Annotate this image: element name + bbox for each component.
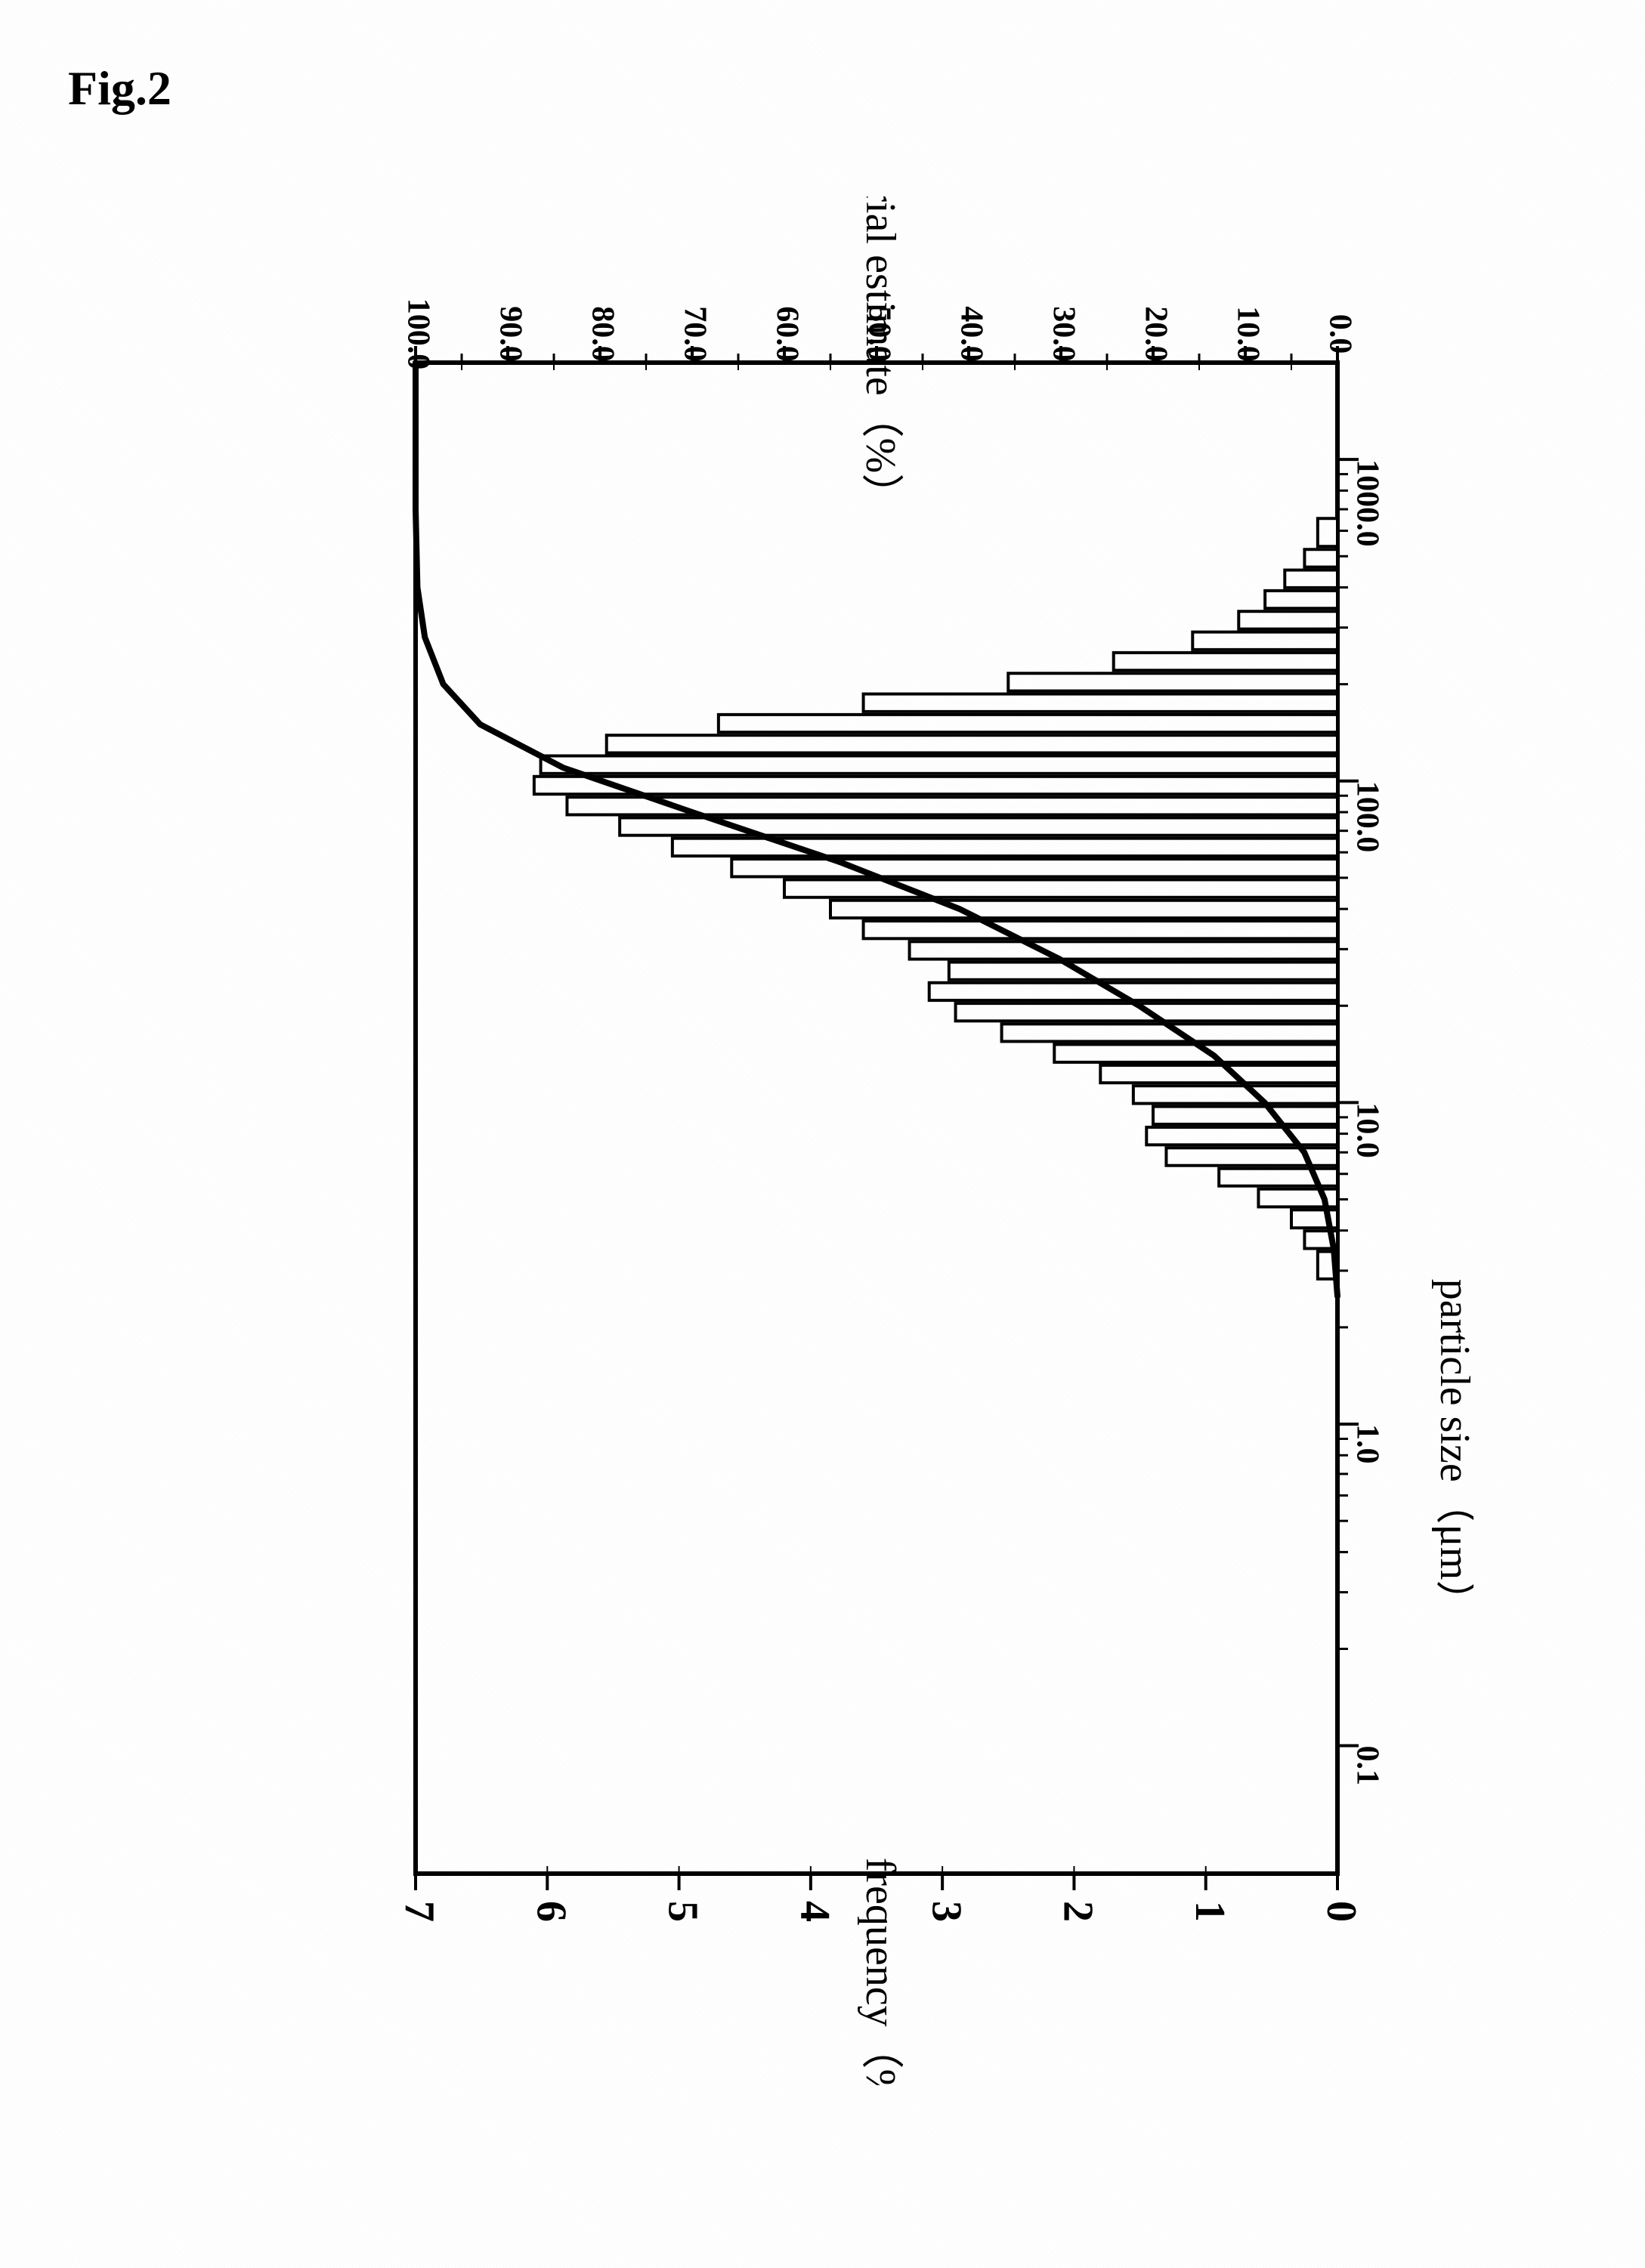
cumulative-tick-label: 10.0 xyxy=(1230,306,1265,362)
histogram-bar xyxy=(1133,1086,1337,1103)
cumulative-tick-label: 60.0 xyxy=(769,306,804,362)
histogram-bar xyxy=(1304,549,1337,567)
cumulative-tick-label: 20.0 xyxy=(1138,306,1173,362)
cumulative-tick-label: 80.0 xyxy=(585,306,620,362)
histogram-bar xyxy=(1285,570,1337,588)
cumulative-axis-label: passing material estimate（%） xyxy=(857,196,904,515)
histogram-bar xyxy=(731,859,1337,876)
histogram-bar xyxy=(910,941,1337,959)
freq-tick-label: 6 xyxy=(527,1901,574,1922)
histogram-bar xyxy=(541,755,1337,773)
histogram-bar xyxy=(1008,673,1337,691)
freq-tick-label: 2 xyxy=(1055,1901,1102,1922)
particle-size-chart: 0.11.010.0100.01000.0particle size（μm）01… xyxy=(264,196,1473,2085)
xaxis-tick-label: 10.0 xyxy=(1350,1102,1384,1158)
histogram-bar xyxy=(1265,591,1337,608)
xaxis-tick-label: 1000.0 xyxy=(1350,459,1384,547)
freq-tick-label: 7 xyxy=(396,1901,443,1922)
histogram-bar xyxy=(1238,611,1337,629)
histogram-bar xyxy=(1146,1127,1337,1145)
cumulative-tick-label: 0.0 xyxy=(1322,314,1357,354)
histogram-bar xyxy=(1114,653,1337,670)
cumulative-tick-label: 70.0 xyxy=(677,306,712,362)
histogram-bar xyxy=(1192,632,1337,650)
xaxis-label: particle size（μm） xyxy=(1431,1279,1473,1623)
page: Fig.2 0.11.010.0100.01000.0particle size… xyxy=(0,0,1645,2268)
histogram-bar xyxy=(929,983,1337,1000)
histogram-bar xyxy=(949,963,1337,980)
chart-svg: 0.11.010.0100.01000.0particle size（μm）01… xyxy=(264,196,1473,2085)
histogram-bar xyxy=(864,694,1337,712)
freq-tick-label: 1 xyxy=(1186,1901,1233,1922)
freq-tick-label: 5 xyxy=(660,1901,707,1922)
xaxis-tick-label: 1.0 xyxy=(1350,1424,1384,1464)
cumulative-tick-label: 40.0 xyxy=(954,306,988,362)
freq-axis-label: frequency（%） xyxy=(857,1858,904,2085)
cumulative-tick-label: 30.0 xyxy=(1046,306,1081,362)
xaxis-tick-label: 0.1 xyxy=(1350,1746,1384,1786)
histogram-bar xyxy=(719,715,1337,732)
figure-label: Fig.2 xyxy=(68,60,172,116)
freq-tick-label: 0 xyxy=(1318,1901,1365,1922)
histogram-bar xyxy=(534,777,1337,794)
histogram-bar xyxy=(864,921,1337,938)
cumulative-tick-label: 100.0 xyxy=(400,298,435,370)
histogram-bar xyxy=(1100,1065,1337,1083)
histogram-bar xyxy=(830,901,1337,918)
xaxis-tick-label: 100.0 xyxy=(1350,781,1384,853)
histogram-bar xyxy=(1153,1107,1337,1124)
histogram-bar xyxy=(1318,518,1337,546)
freq-tick-label: 4 xyxy=(791,1901,838,1922)
cumulative-tick-label: 90.0 xyxy=(493,306,527,362)
freq-tick-label: 3 xyxy=(923,1901,969,1922)
histogram-bar xyxy=(784,879,1337,897)
histogram-bar xyxy=(607,735,1337,752)
